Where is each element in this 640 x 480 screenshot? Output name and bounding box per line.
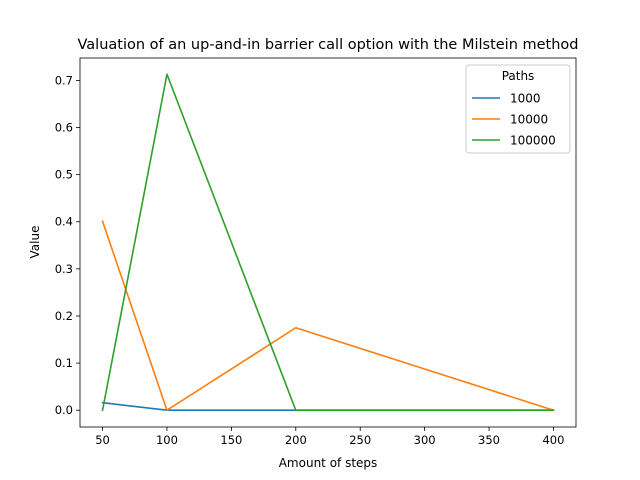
legend-label-10000: 10000 <box>510 113 548 127</box>
x-tick-label: 200 <box>285 433 307 447</box>
y-tick-label: 0.2 <box>55 309 73 323</box>
x-axis-label: Amount of steps <box>279 456 378 470</box>
x-tick-label: 100 <box>156 433 178 447</box>
y-tick-label: 0.6 <box>55 121 73 135</box>
series-line-10000 <box>101 220 555 412</box>
plot-frame <box>79 57 577 428</box>
x-tick-label: 50 <box>95 433 110 447</box>
y-tick-label: 0.5 <box>55 168 73 182</box>
y-tick-label: 0.3 <box>55 262 73 276</box>
y-tick-label: 0.7 <box>55 73 73 87</box>
x-tick-label: 150 <box>220 433 242 447</box>
y-tick-label: 0.0 <box>55 403 73 417</box>
chart-title: Valuation of an up-and-in barrier call o… <box>78 37 579 53</box>
legend-title: Paths <box>502 69 535 83</box>
series-line-100000 <box>101 73 555 412</box>
legend-box <box>465 64 571 154</box>
plot-area: 50 100 150 200 250 300 350 400 0.0 0.1 0.2 0.3 0.4 0.… <box>55 57 577 447</box>
x-tick-label: 300 <box>414 433 436 447</box>
x-tick-label: 350 <box>478 433 500 447</box>
legend-label-100000: 100000 <box>510 134 556 148</box>
legend-label-1000: 1000 <box>510 92 541 106</box>
y-tick-label: 0.1 <box>55 356 73 370</box>
y-axis-label: Value <box>28 226 42 259</box>
x-tick-label: 400 <box>542 433 564 447</box>
y-tick-label: 0.4 <box>55 215 73 229</box>
x-tick-label: 250 <box>349 433 371 447</box>
